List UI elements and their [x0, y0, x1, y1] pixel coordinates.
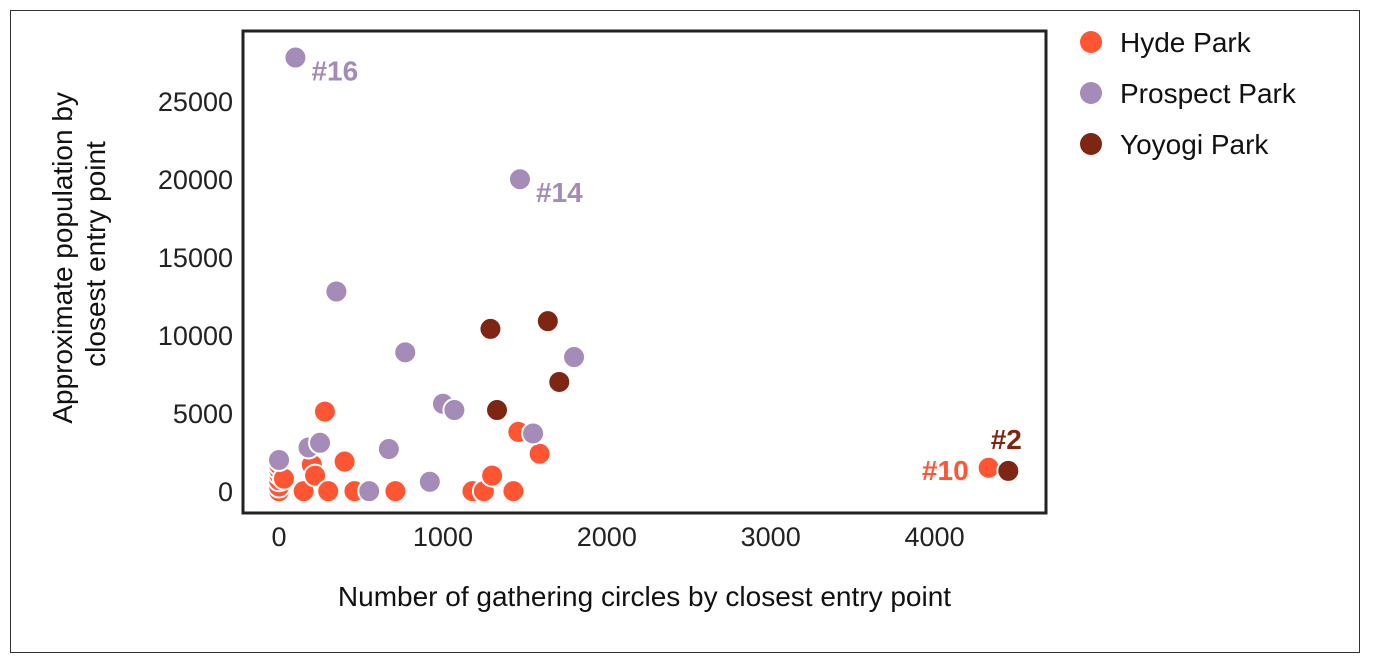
y-tick-label: 15000: [158, 243, 233, 273]
x-axis-title: Number of gathering circles by closest e…: [338, 581, 951, 612]
point-prospect-park: [417, 469, 442, 494]
point-hyde-park: [480, 463, 505, 488]
point-annotation: #14: [536, 177, 583, 208]
point-annotation: #2: [991, 424, 1022, 455]
x-tick-label: 1000: [413, 522, 473, 552]
point-prospect-park: [357, 479, 382, 504]
y-axis-title-line-1: Approximate population by: [47, 92, 78, 424]
point-yoyogi-park: [535, 309, 560, 334]
y-tick-label: 20000: [158, 165, 233, 195]
point-yoyogi-park: [485, 398, 510, 423]
point-annotation: #16: [311, 56, 358, 87]
y-axis-title: Approximate population by closest entry …: [47, 84, 111, 423]
point-yoyogi-park: [547, 369, 572, 394]
point-prospect-park: [324, 279, 349, 304]
x-tick-label: 4000: [905, 522, 965, 552]
point-prospect-park: [562, 345, 587, 370]
point-prospect-park: [308, 430, 333, 455]
point-prospect-park: [376, 437, 401, 462]
legend-label-yoyogi-park: Yoyogi Park: [1120, 129, 1269, 160]
x-tick-label: 0: [272, 522, 287, 552]
point-hyde-park: [332, 449, 357, 474]
legend-marker-yoyogi-park: [1080, 133, 1102, 155]
y-tick-label: 25000: [158, 87, 233, 117]
x-tick-label: 3000: [741, 522, 801, 552]
point-prospect-park: [521, 421, 546, 446]
legend-marker-prospect-park: [1080, 82, 1102, 104]
tick-labels: 0 1000 2000 3000 4000 0 5000 10000 15000 20000 250…: [158, 87, 965, 552]
point-prospect-park: [442, 398, 467, 423]
point-hyde-park: [316, 479, 341, 504]
legend: Hyde Park Prospect Park Yoyogi Park: [1080, 27, 1297, 160]
point-prospect-park: [283, 45, 308, 70]
point-hyde-park: [976, 455, 1001, 480]
point-annotation: #10: [922, 455, 969, 486]
y-axis-title-line-2: closest entry point: [80, 141, 111, 367]
point-yoyogi-park: [996, 458, 1021, 483]
plot-area-border: [241, 29, 1048, 515]
legend-label-prospect-park: Prospect Park: [1120, 78, 1297, 109]
point-hyde-park: [527, 441, 552, 466]
x-tick-label: 2000: [577, 522, 637, 552]
point-hyde-park: [312, 399, 337, 424]
data-points: [267, 45, 1021, 504]
y-tick-label: 10000: [158, 321, 233, 351]
point-prospect-park: [267, 447, 292, 472]
point-hyde-park: [303, 463, 328, 488]
point-hyde-park: [501, 479, 526, 504]
legend-label-hyde-park: Hyde Park: [1120, 27, 1252, 58]
legend-marker-hyde-park: [1080, 31, 1102, 53]
point-prospect-park: [507, 167, 532, 192]
point-yoyogi-park: [478, 316, 503, 341]
point-prospect-park: [393, 340, 418, 365]
annotations: #16 #14 #10 #2: [311, 56, 1021, 486]
y-tick-label: 5000: [173, 399, 233, 429]
figure-frame: [10, 10, 1360, 653]
y-tick-label: 0: [218, 477, 233, 507]
point-hyde-park: [383, 479, 408, 504]
